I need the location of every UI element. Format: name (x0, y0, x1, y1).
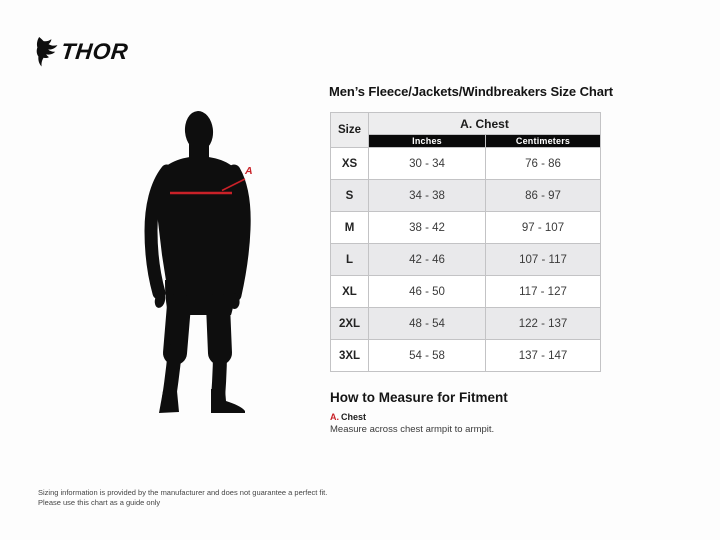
chest-measurement-line (170, 178, 246, 195)
column-header-size: Size (330, 112, 369, 148)
table-row-l: L 42 - 46 107 - 117 (330, 243, 601, 276)
size-cell: 2XL (330, 307, 369, 340)
chart-title: Men’s Fleece/Jackets/Windbreakers Size C… (329, 84, 614, 99)
measurement-figure: A (115, 95, 335, 440)
male-silhouette (144, 111, 251, 413)
howto-heading: How to Measure for Fitment (330, 390, 508, 405)
column-header-inches: Inches (368, 134, 486, 148)
table-row-2xl: 2XL 48 - 54 122 - 137 (330, 307, 601, 340)
table-row-3xl: 3XL 54 - 58 137 - 147 (330, 339, 601, 372)
brand-name: THOR (59, 38, 130, 64)
size-cell: XL (330, 275, 369, 308)
chest-marker-label: A (245, 165, 253, 177)
table-row-xs: XS 30 - 34 76 - 86 (330, 147, 601, 180)
table-row-m: M 38 - 42 97 - 107 (330, 211, 601, 244)
table-header-row: Size A. Chest (330, 112, 601, 148)
table-row-s: S 34 - 38 86 - 97 (330, 179, 601, 212)
inches-cell: 54 - 58 (368, 339, 486, 372)
brand-logo: THOR (36, 36, 130, 67)
centimeters-cell: 76 - 86 (485, 147, 601, 180)
disclaimer-line1: Sizing information is provided by the ma… (38, 488, 328, 497)
size-cell: L (330, 243, 369, 276)
disclaimer: Sizing information is provided by the ma… (38, 488, 327, 508)
size-cell: M (330, 211, 369, 244)
inches-cell: 30 - 34 (368, 147, 486, 180)
inches-cell: 34 - 38 (368, 179, 486, 212)
size-chart-table: Size A. Chest Inches Centimeters XS 30 -… (330, 112, 601, 372)
disclaimer-line2: Please use this chart as a guide only (38, 498, 161, 507)
howto-item-label: A. Chest (330, 412, 366, 422)
howto-description: Measure across chest armpit to armpit. (330, 424, 495, 435)
centimeters-cell: 122 - 137 (485, 307, 601, 340)
table-unit-row: Inches Centimeters (331, 134, 601, 148)
centimeters-cell: 107 - 117 (485, 243, 601, 276)
centimeters-cell: 117 - 127 (485, 275, 601, 308)
inches-cell: 38 - 42 (368, 211, 486, 244)
centimeters-cell: 97 - 107 (485, 211, 601, 244)
centimeters-cell: 86 - 97 (485, 179, 601, 212)
inches-cell: 48 - 54 (368, 307, 486, 340)
thor-helmet-icon (36, 37, 58, 67)
inches-cell: 42 - 46 (368, 243, 486, 276)
size-cell: 3XL (330, 339, 369, 372)
size-cell: S (330, 179, 369, 212)
column-header-chest: A. Chest (368, 112, 601, 135)
size-cell: XS (330, 147, 369, 180)
howto-marker: A. (330, 412, 339, 422)
howto-label-text: Chest (341, 412, 367, 422)
column-header-centimeters: Centimeters (485, 134, 601, 148)
table-row-xl: XL 46 - 50 117 - 127 (330, 275, 601, 308)
centimeters-cell: 137 - 147 (485, 339, 601, 372)
inches-cell: 46 - 50 (368, 275, 486, 308)
